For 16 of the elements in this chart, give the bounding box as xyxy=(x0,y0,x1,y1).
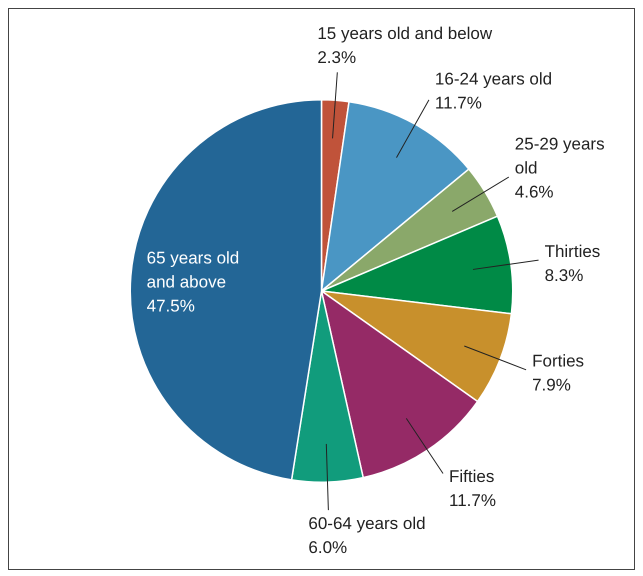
data-label: 7.9% xyxy=(532,375,571,394)
slice-label: 16-24 years old xyxy=(434,70,552,89)
slice-label: 25-29 years old xyxy=(514,134,605,178)
slice-label: 60-64 years old xyxy=(308,514,426,533)
data-label: 8.3% xyxy=(544,266,584,285)
data-label: 2.3% xyxy=(317,48,356,68)
slice-label: Thirties xyxy=(544,242,600,261)
data-label: 11.7% xyxy=(449,491,496,510)
slice-label: Forties xyxy=(532,351,584,370)
slice-label: Fifties xyxy=(449,467,494,486)
slice-label: 15 years old and below xyxy=(317,24,493,44)
data-label: 47.5% xyxy=(146,296,195,316)
data-label: 11.7% xyxy=(434,94,482,113)
data-label: 6.0% xyxy=(308,538,348,557)
data-label: 4.6% xyxy=(514,182,554,202)
slice-label: 65 years old and above xyxy=(146,248,240,292)
